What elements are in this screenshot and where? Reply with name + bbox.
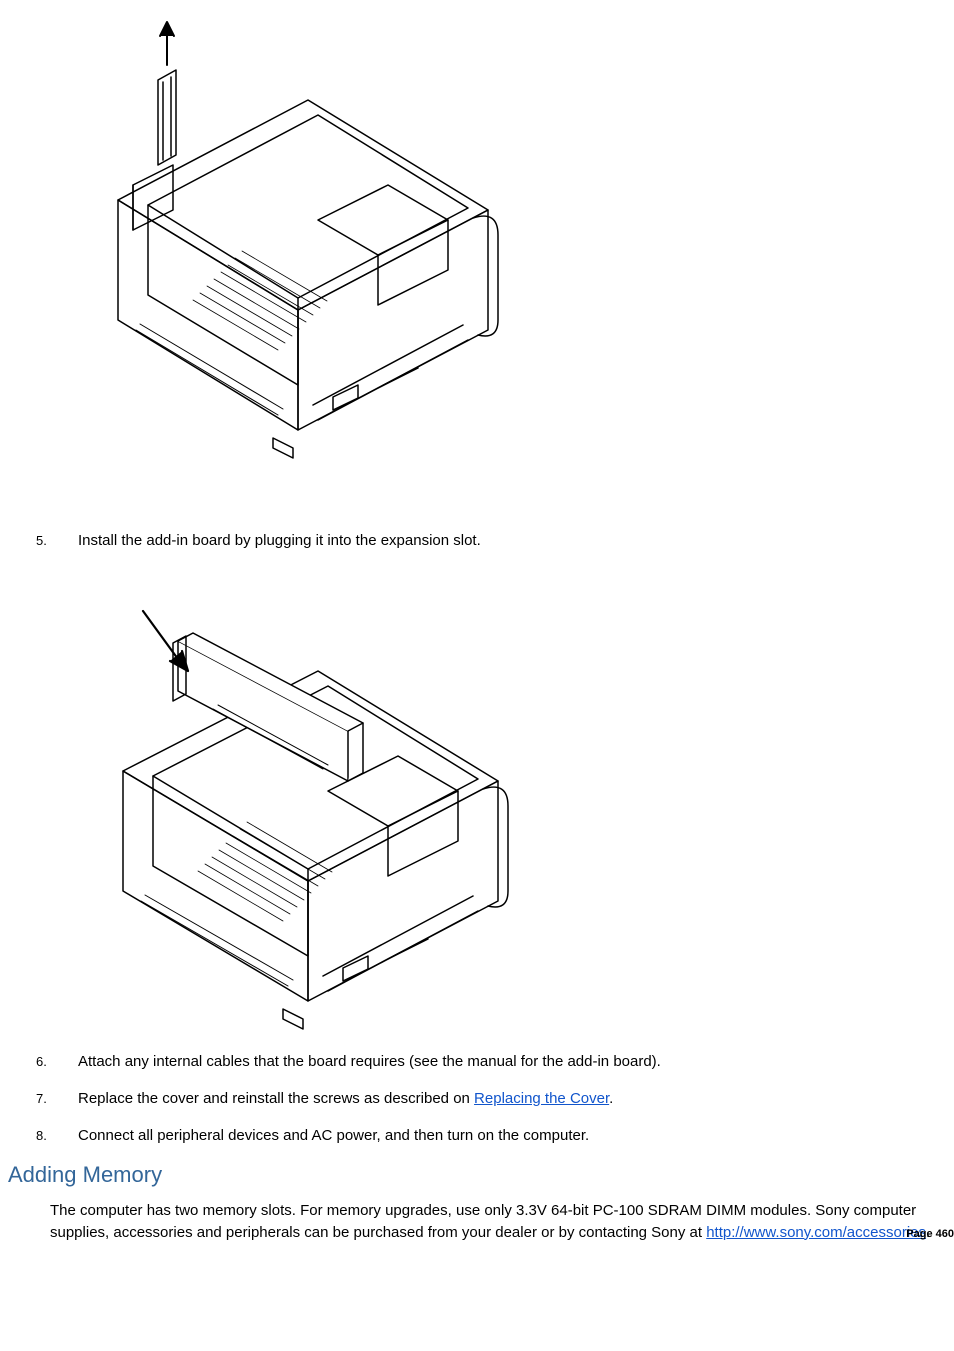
page-number-label: Page 460 — [906, 1228, 954, 1240]
illustration-board-insertion — [78, 571, 946, 1031]
step-8: Connect all peripheral devices and AC po… — [36, 1125, 936, 1146]
memory-paragraph: The computer has two memory slots. For m… — [50, 1200, 936, 1244]
replacing-cover-link[interactable]: Replacing the Cover — [474, 1090, 609, 1107]
step-7: Replace the cover and reinstall the scre… — [36, 1088, 936, 1109]
instruction-list-first: Install the add-in board by plugging it … — [36, 530, 936, 551]
computer-chassis-diagram-2 — [78, 571, 523, 1031]
step-5-text: Install the add-in board by plugging it … — [78, 532, 481, 549]
step-6: Attach any internal cables that the boar… — [36, 1051, 936, 1072]
computer-chassis-diagram-1 — [78, 10, 508, 470]
step-8-text: Connect all peripheral devices and AC po… — [78, 1127, 589, 1144]
section-heading-adding-memory: Adding Memory — [8, 1162, 946, 1188]
step-5: Install the add-in board by plugging it … — [36, 530, 936, 551]
instruction-list-second: Attach any internal cables that the boar… — [36, 1051, 936, 1146]
step-7-text-suffix: . — [609, 1090, 613, 1107]
sony-accessories-link[interactable]: http://www.sony.com/accessories — [706, 1224, 926, 1241]
illustration-slot-cover-removal — [78, 10, 946, 470]
step-7-text-prefix: Replace the cover and reinstall the scre… — [78, 1090, 474, 1107]
step-6-text: Attach any internal cables that the boar… — [78, 1053, 661, 1070]
